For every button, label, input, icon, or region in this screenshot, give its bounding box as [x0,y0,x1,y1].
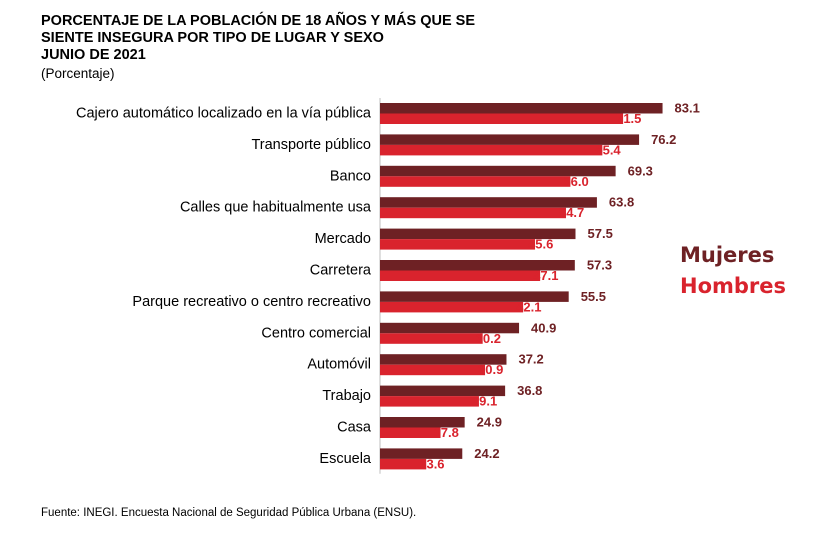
data-label-mujeres: 63.8 [609,195,634,210]
category-label: Mercado [315,231,371,247]
category-label: Casa [337,420,372,436]
data-label-mujeres: 83.1 [675,101,700,116]
bar-hombres [380,176,571,187]
category-label: Banco [330,168,371,184]
bar-hombres [380,427,441,438]
data-label-mujeres: 55.5 [581,289,606,304]
category-label: Carretera [310,263,372,279]
bar-hombres [380,396,479,407]
chart-title-line-3: JUNIO DE 2021 [41,47,146,63]
bar-mujeres [380,228,576,240]
bar-hombres [380,301,524,313]
data-label-hombres: 47.1 [533,268,558,283]
data-label-mujeres: 36.8 [517,383,542,398]
data-label-hombres: 65.4 [595,142,621,157]
category-label: Parque recreativo o centro recreativo [132,294,371,310]
category-label: Transporte público [251,137,371,153]
data-label-mujeres: 69.3 [628,163,653,178]
data-label-hombres: 42.1 [516,299,541,314]
bar-mujeres [380,197,597,208]
data-label-hombres: 56.0 [563,174,588,189]
category-label: Automóvil [307,357,371,373]
category-label: Trabajo [322,388,371,404]
bar-hombres [380,333,483,344]
chart-title: PORCENTAJE DE LA POBLACIÓN DE 18 AÑOS Y … [41,13,475,64]
data-label-mujeres: 37.2 [518,352,543,367]
bar-hombres [380,239,536,250]
bar-hombres [380,364,486,376]
data-label-mujeres: 57.5 [588,226,613,241]
data-label-hombres: 29.1 [472,394,497,409]
bar-hombres [380,207,566,219]
data-label-hombres: 54.7 [559,205,584,220]
category-label: Centro comercial [261,325,371,341]
bar-mujeres [380,291,569,302]
bar-mujeres [380,165,616,177]
category-label: Escuela [319,451,372,467]
category-label: Cajero automático localizado en la vía p… [76,106,372,122]
legend-hombres: Hombres [680,274,787,298]
bar-hombres [380,458,427,470]
chart-title-line-2: SIENTE INSEGURA POR TIPO DE LUGAR Y SEXO [41,30,384,46]
data-label-mujeres: 24.9 [477,415,502,430]
bar-mujeres [380,385,506,397]
category-label: Calles que habitualmente usa [180,200,372,216]
bar-mujeres [380,103,663,114]
data-label-hombres: 71.5 [616,111,641,126]
data-label-mujeres: 76.2 [651,132,676,147]
data-label-mujeres: 57.3 [587,258,612,273]
data-label-mujeres: 24.2 [474,446,499,461]
bar-mujeres [380,417,465,428]
source-note: Fuente: INEGI. Encuesta Nacional de Segu… [41,507,417,519]
bar-mujeres [380,354,507,365]
bar-mujeres [380,134,640,145]
data-label-hombres: 17.8 [434,425,459,440]
bar-hombres [380,144,603,156]
bar-mujeres [380,322,520,334]
data-label-hombres: 30.9 [478,362,503,377]
data-label-hombres: 45.6 [528,237,553,252]
data-label-mujeres: 40.9 [531,320,556,335]
bar-hombres [380,113,624,124]
chart-subtitle: (Porcentaje) [41,66,115,81]
chart-title-line-1: PORCENTAJE DE LA POBLACIÓN DE 18 AÑOS Y … [41,13,476,29]
bar-mujeres [380,260,575,271]
data-label-hombres: 13.6 [419,456,444,471]
legend-mujeres: Mujeres [680,243,775,267]
bar-hombres [380,270,541,281]
data-label-hombres: 30.2 [476,331,501,346]
bar-mujeres [380,448,463,459]
